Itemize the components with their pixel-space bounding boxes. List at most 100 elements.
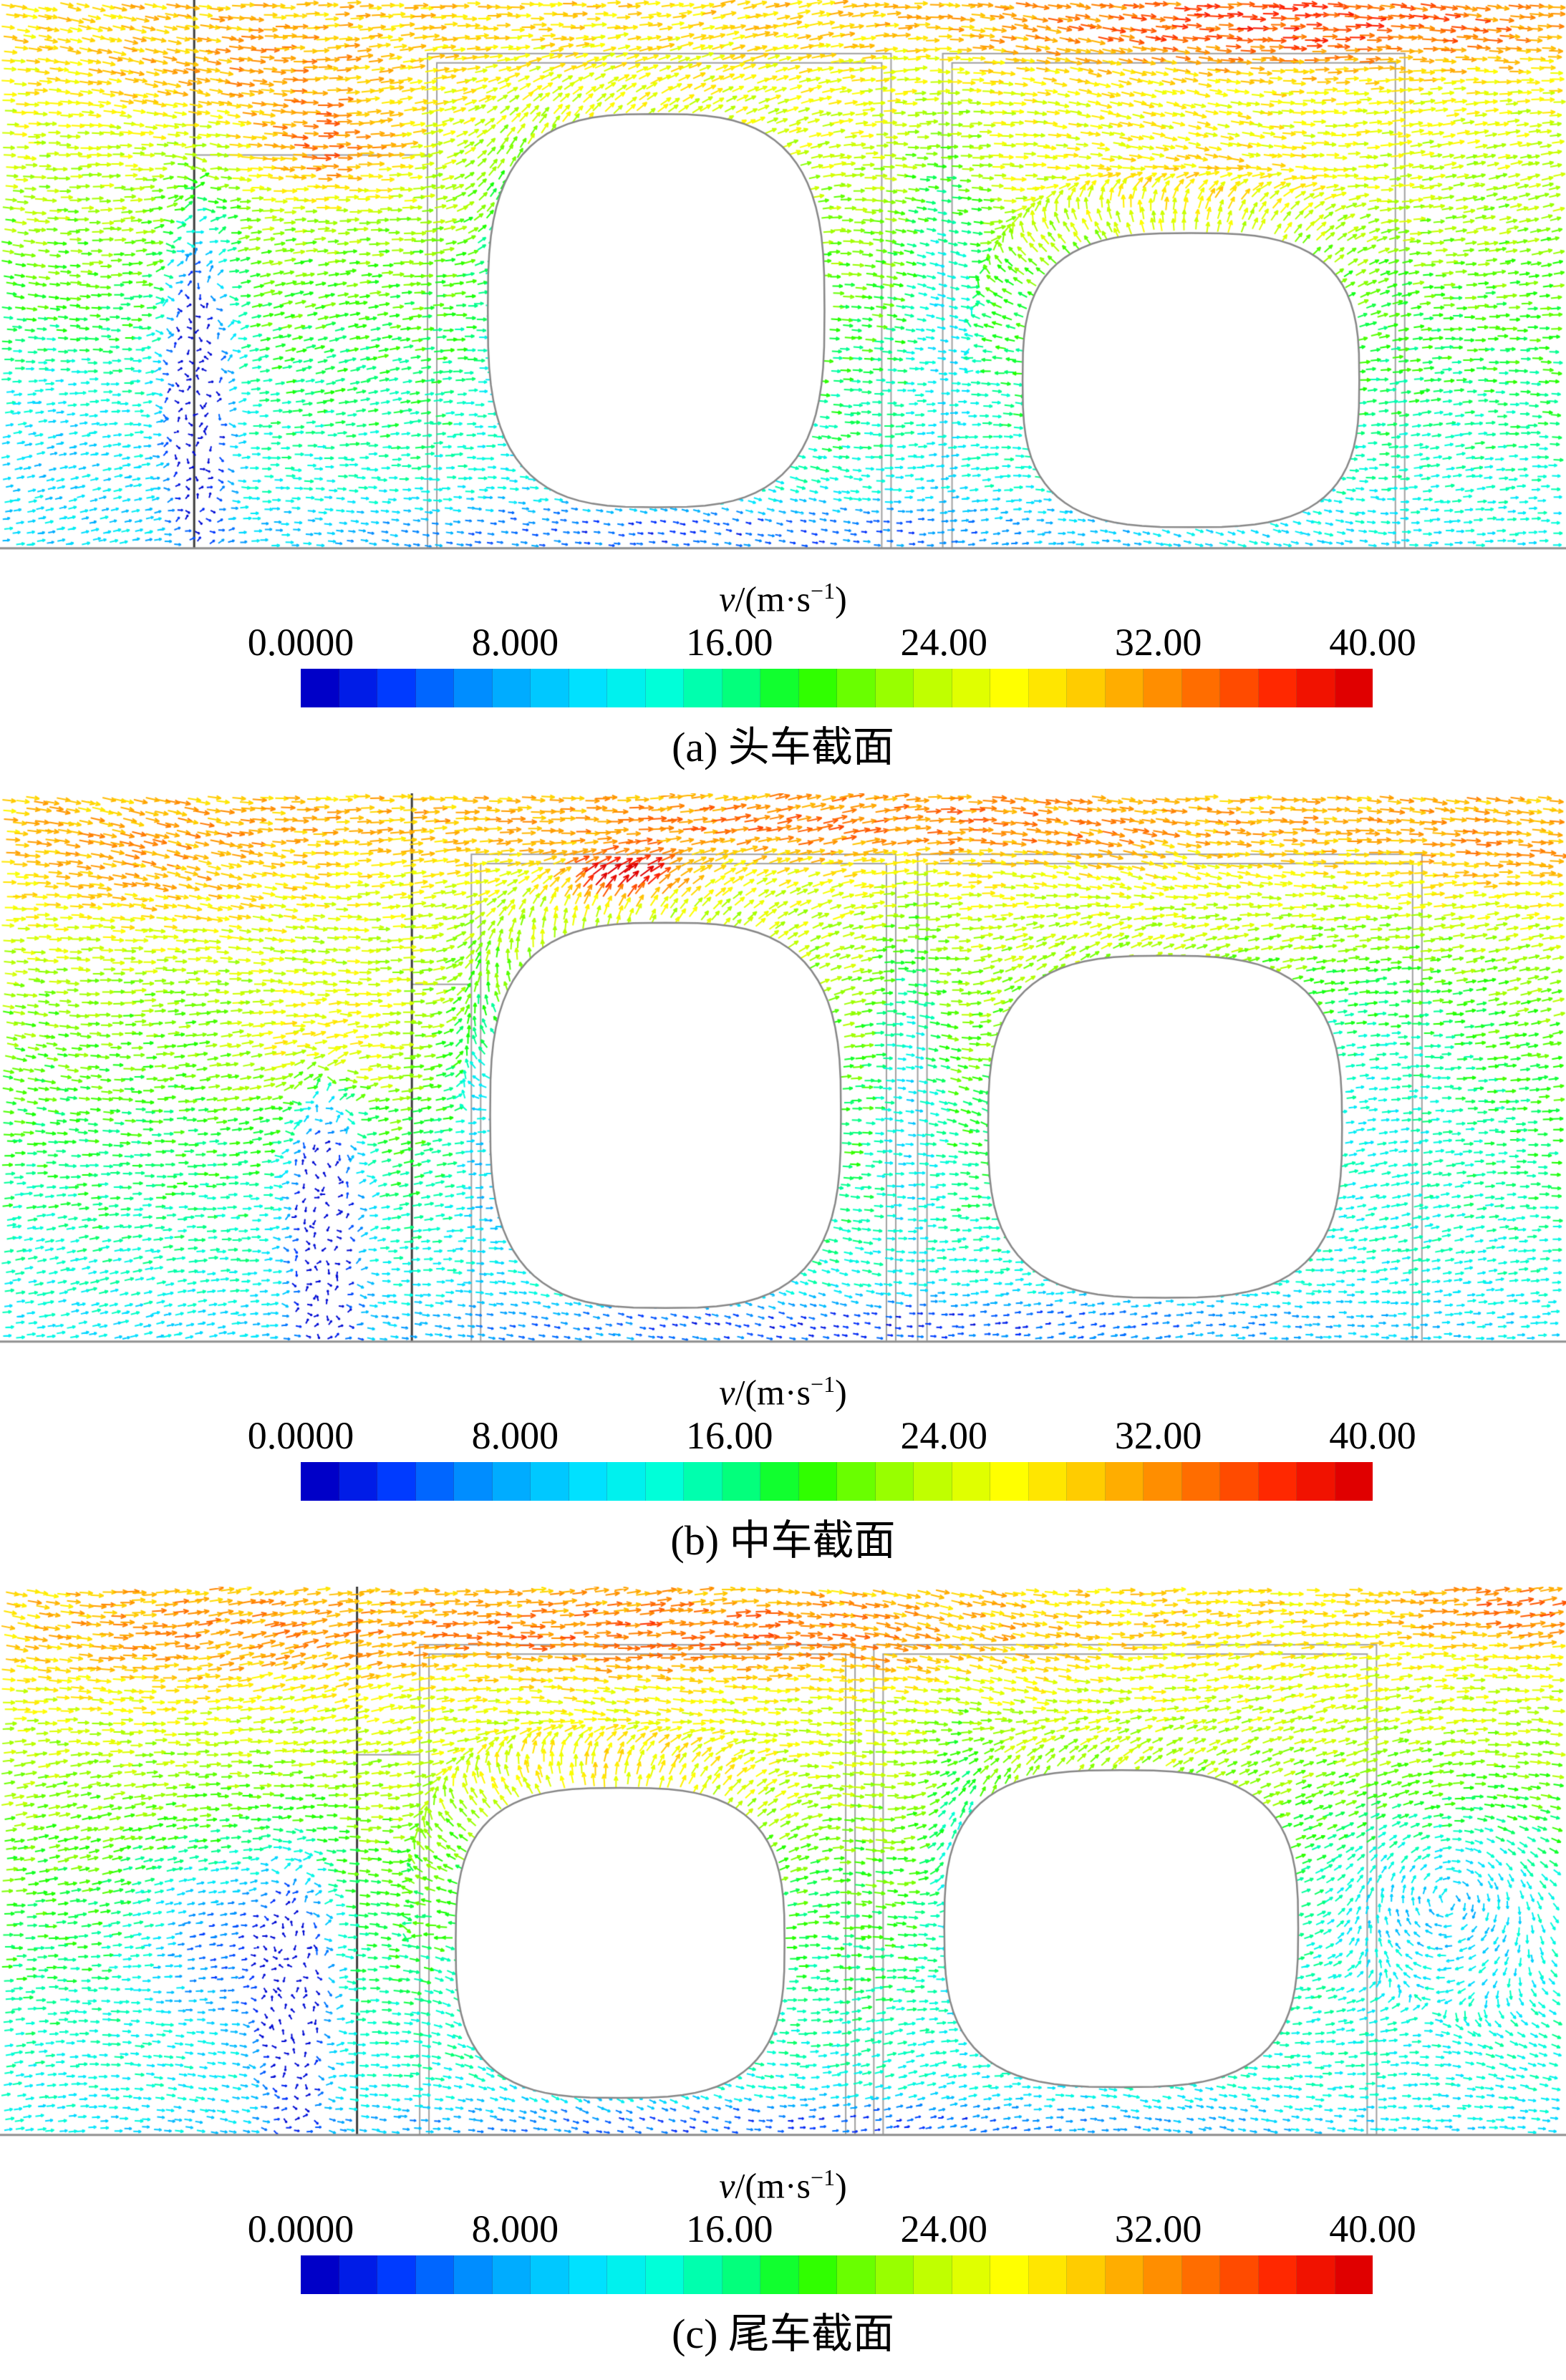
colorbar-segment bbox=[1105, 668, 1144, 707]
colorbar-segment bbox=[607, 1461, 646, 1501]
colorbar-segment bbox=[1105, 2255, 1144, 2294]
colorbar-segment bbox=[722, 1461, 760, 1501]
colorbar-segment bbox=[684, 668, 722, 707]
colorbar-segment bbox=[990, 2255, 1029, 2294]
colorbar-segment bbox=[722, 2255, 760, 2294]
colorbar-segment bbox=[837, 668, 876, 707]
colorbar-label-exponent: −1 bbox=[811, 1371, 836, 1397]
colorbar-segment bbox=[1028, 668, 1067, 707]
colorbar-segment bbox=[1258, 1461, 1297, 1501]
vector-field-canvas-a bbox=[0, 0, 1566, 570]
panel-caption-a: (a) 头车截面 bbox=[672, 723, 894, 770]
colorbar-ticks-c: 0.0000 8.000 16.00 24.00 32.00 40.00 bbox=[248, 2207, 1416, 2253]
colorbar-label-variable: v bbox=[719, 579, 735, 619]
colorbar-a bbox=[301, 668, 1373, 707]
colorbar-label-exponent: −1 bbox=[811, 2164, 836, 2190]
colorbar-segment bbox=[1067, 2255, 1106, 2294]
colorbar-segment bbox=[1144, 668, 1182, 707]
colorbar-segment bbox=[569, 2255, 607, 2294]
colorbar-segment bbox=[760, 2255, 799, 2294]
tick-label: 0.0000 bbox=[247, 620, 354, 664]
colorbar-segment bbox=[1028, 2255, 1067, 2294]
colorbar-segment bbox=[492, 668, 531, 707]
colorbar-segment bbox=[952, 2255, 990, 2294]
colorbar-ticks-b: 0.0000 8.000 16.00 24.00 32.00 40.00 bbox=[248, 1413, 1416, 1459]
colorbar-b bbox=[301, 1461, 1373, 1501]
colorbar-segment bbox=[415, 1461, 454, 1501]
tick-label: 24.00 bbox=[900, 620, 987, 664]
colorbar-segment bbox=[607, 2255, 646, 2294]
colorbar-label-variable: v bbox=[719, 1372, 735, 1413]
colorbar-label-close: ) bbox=[835, 579, 847, 619]
colorbar-segment bbox=[339, 2255, 377, 2294]
colorbar-segment bbox=[492, 1461, 531, 1501]
colorbar-label-b: v/(m·s−1) bbox=[0, 1365, 1566, 1412]
colorbar-c bbox=[301, 2255, 1373, 2294]
colorbar-segment bbox=[569, 668, 607, 707]
colorbar-segment bbox=[301, 668, 339, 707]
tick-label: 40.00 bbox=[1329, 1413, 1416, 1457]
colorbar-segment bbox=[454, 1461, 493, 1501]
colorbar-segment bbox=[914, 668, 952, 707]
colorbar-label-unit: /(m·s bbox=[735, 579, 811, 619]
colorbar-segment bbox=[684, 2255, 722, 2294]
colorbar-segment bbox=[684, 1461, 722, 1501]
tick-label: 24.00 bbox=[900, 1413, 987, 1457]
panel-caption-c: (c) 尾车截面 bbox=[672, 2310, 894, 2357]
vector-field-canvas-b bbox=[0, 793, 1566, 1363]
colorbar-segment bbox=[531, 2255, 569, 2294]
colorbar-segment bbox=[415, 2255, 454, 2294]
colorbar-segment bbox=[875, 2255, 914, 2294]
colorbar-label-close: ) bbox=[835, 1372, 847, 1413]
colorbar-segment bbox=[531, 1461, 569, 1501]
colorbar-segment bbox=[1335, 668, 1373, 707]
colorbar-segment bbox=[722, 668, 760, 707]
colorbar-segment bbox=[760, 668, 799, 707]
colorbar-segment bbox=[301, 2255, 339, 2294]
tick-label: 8.000 bbox=[471, 2207, 559, 2250]
panel-c: v/(m·s−1) 0.0000 8.000 16.00 24.00 32.00… bbox=[0, 1587, 1566, 2380]
panel-caption-b: (b) 中车截面 bbox=[670, 1516, 896, 1564]
colorbar-segment bbox=[645, 1461, 684, 1501]
panel-b: v/(m·s−1) 0.0000 8.000 16.00 24.00 32.00… bbox=[0, 793, 1566, 1587]
panel-a: v/(m·s−1) 0.0000 8.000 16.00 24.00 32.00… bbox=[0, 0, 1566, 793]
colorbar-segment bbox=[1144, 1461, 1182, 1501]
colorbar-label-exponent: −1 bbox=[811, 578, 836, 604]
colorbar-segment bbox=[875, 668, 914, 707]
colorbar-segment bbox=[1181, 668, 1220, 707]
tick-label: 16.00 bbox=[686, 1413, 773, 1457]
tick-label: 0.0000 bbox=[247, 1413, 354, 1457]
colorbar-label-a: v/(m·s−1) bbox=[0, 571, 1566, 619]
colorbar-label-unit: /(m·s bbox=[735, 1372, 811, 1413]
colorbar-segment bbox=[760, 1461, 799, 1501]
colorbar-segment bbox=[875, 1461, 914, 1501]
colorbar-segment bbox=[301, 1461, 339, 1501]
colorbar-segment bbox=[377, 668, 416, 707]
colorbar-segment bbox=[339, 668, 377, 707]
colorbar-segment bbox=[1335, 2255, 1373, 2294]
colorbar-segment bbox=[1181, 2255, 1220, 2294]
colorbar-segment bbox=[607, 668, 646, 707]
vector-field-canvas-c bbox=[0, 1587, 1566, 2157]
tick-label: 16.00 bbox=[686, 2207, 773, 2250]
colorbar-segment bbox=[377, 2255, 416, 2294]
tick-label: 40.00 bbox=[1329, 620, 1416, 664]
colorbar-segment bbox=[415, 668, 454, 707]
colorbar-segment bbox=[798, 668, 837, 707]
colorbar-segment bbox=[1220, 1461, 1259, 1501]
colorbar-segment bbox=[569, 1461, 607, 1501]
colorbar-segment bbox=[492, 2255, 531, 2294]
colorbar-segment bbox=[1220, 2255, 1259, 2294]
tick-label: 40.00 bbox=[1329, 2207, 1416, 2250]
colorbar-segment bbox=[531, 668, 569, 707]
colorbar-segment bbox=[645, 668, 684, 707]
tick-label: 0.0000 bbox=[247, 2207, 354, 2250]
colorbar-label-c: v/(m·s−1) bbox=[0, 2158, 1566, 2205]
colorbar-segment bbox=[1028, 1461, 1067, 1501]
colorbar-segment bbox=[1258, 668, 1297, 707]
colorbar-label-unit: /(m·s bbox=[735, 2165, 811, 2206]
colorbar-segment bbox=[1297, 1461, 1335, 1501]
tick-label: 24.00 bbox=[900, 2207, 987, 2250]
colorbar-segment bbox=[454, 668, 493, 707]
